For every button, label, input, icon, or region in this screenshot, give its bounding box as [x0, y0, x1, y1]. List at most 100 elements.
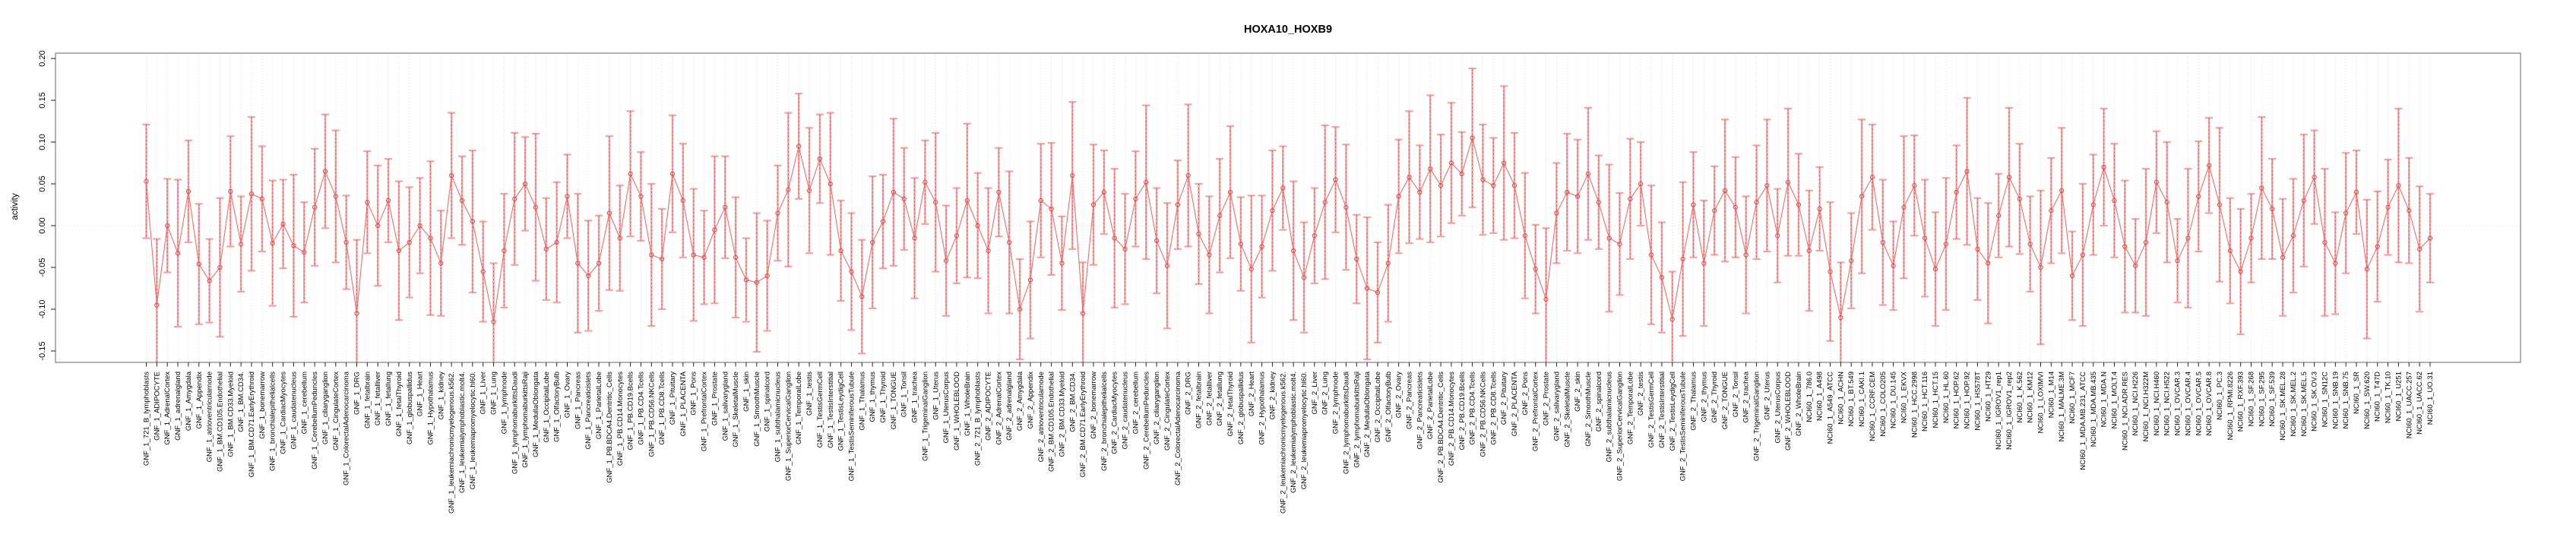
x-tick-label: GNF_1_PB.CD4.Tcells	[637, 372, 645, 445]
x-tick-label: GNF_2_PB.CD4.Tcells	[1469, 372, 1477, 445]
y-tick-label: 0.10	[38, 134, 47, 150]
x-tick-label: GNF_1_TestisInterstitial	[827, 372, 835, 448]
x-tick-label: GNF_1_fetalThyroid	[395, 372, 403, 437]
x-tick-label: GNF_1_fetallung	[385, 372, 393, 426]
x-tick-label: NCI60_1_NCI.H460	[2153, 372, 2161, 436]
x-tick-label: GNF_2_lymphomaburkittsDaudi	[1342, 372, 1350, 474]
x-tick-label: GNF_1_MedullaOblongata	[532, 371, 540, 457]
x-tick-label: GNF_1_cerebellum	[300, 372, 309, 434]
x-tick-label: GNF_1_Uterus	[932, 372, 940, 420]
x-tick-label: GNF_2_Pituitary	[1500, 372, 1508, 425]
x-tick-label: GNF_1_atrioventricularnode	[206, 372, 214, 462]
x-tick-label: GNF_2_cerebellum	[1131, 372, 1140, 434]
error-bars	[142, 68, 2434, 362]
x-tick-label: GNF_2_lymphomaburkittsRaji	[1353, 372, 1361, 468]
x-tick-label: GNF_2_PrefrontalCortex	[1532, 372, 1540, 451]
x-tick-label: GNF_2_adrenalgland	[1005, 372, 1014, 441]
x-tick-label: GNF_1_AdrenalCortex	[163, 372, 172, 445]
x-tick-label: GNF_2_Hypothalamus	[1258, 372, 1267, 445]
x-tick-label: GNF_1_PrefrontalCortex	[701, 372, 709, 451]
x-tick-label: GNF_1_TONGUE	[890, 372, 898, 429]
x-tick-label: GNF_2_BM.CD33.Myeloid	[1058, 372, 1066, 457]
x-tick-label: GNF_2_Appendix	[1027, 372, 1035, 429]
x-tick-label: GNF_1_fetalbrain	[363, 372, 372, 428]
y-tick-label: 0.00	[38, 217, 47, 233]
x-tick-label: NCI60_1_MDA.N	[2100, 372, 2109, 428]
plot-box	[55, 52, 2521, 363]
x-tick-label: NCI60_1_SK.MEL.2	[2290, 372, 2298, 437]
x-tick-label: NCI60_1_OVCAR.8	[2205, 372, 2214, 435]
x-tick-label: GNF_2_OlfactoryBulb	[1385, 372, 1393, 442]
x-tick-label: GNF_2_ParietalLobe	[1426, 372, 1435, 439]
x-tick-label: GNF_1_Liver	[479, 372, 488, 415]
x-tick-label: GNF_1_PB.CD8.Tcells	[658, 372, 666, 445]
x-tick-label: GNF_2_CardiacMyocytes	[1111, 372, 1119, 454]
x-tick-label: NCI60_1_ACHN	[1837, 372, 1845, 425]
x-tick-label: GNF_2_thymus	[1700, 372, 1708, 422]
x-tick-label: GNF_2_Liver	[1311, 372, 1319, 415]
x-tick-label: GNF_2_leukemiapromyelocytic.hl60.	[1300, 372, 1309, 489]
x-tick-label: GNF_2_Heart	[1248, 372, 1256, 416]
x-tick-label: NCI60_1_SF.539	[2268, 372, 2277, 426]
x-tick-label: GNF_1_TestisGermCell	[816, 372, 824, 447]
x-tick-label: NCI60_1_TK.10	[2385, 372, 2393, 423]
x-tick-label: GNF_2_721_B_lymphoblasts	[974, 372, 983, 466]
x-tick-label: NCI60_1_LOXIMVI	[2037, 372, 2046, 433]
x-tick-label: GNF_1_leukemiachronicmyelogenous.k562.	[448, 372, 456, 514]
x-tick-label: GNF_1_SmoothMuscle	[753, 372, 761, 447]
x-tick-label: GNF_2_PB.CD8.Tcells	[1489, 372, 1498, 445]
x-tick-label: GNF_2_Thyroid	[1710, 372, 1719, 423]
x-tick-label: GNF_1_CerebellumPeduncles	[311, 372, 319, 470]
x-tick-label: GNF_2_ciliaryganglion	[1153, 372, 1161, 444]
x-tick-label: GNF_2_WholeBrain	[1795, 372, 1803, 436]
x-tick-label: GNF_2_globuspallidus	[1237, 372, 1245, 444]
x-tick-label: NCI60_1_HT29	[1984, 372, 1992, 422]
x-tick-label: GNF_2_skin	[1574, 372, 1582, 412]
x-tick-label: GNF_1_TrigeminalGanglion	[921, 372, 929, 461]
x-tick-label: GNF_1_PLACENTA	[679, 371, 688, 436]
x-tick-label: NCI60_1_NCI.H322M	[2142, 372, 2150, 441]
x-tick-label: GNF_2_Amygdala	[1016, 371, 1024, 431]
x-tick-label: GNF_2_BM.CD105.Endothelial	[1048, 372, 1056, 472]
x-tick-label: GNF_1_leukemiapromyelocytic.hl60.	[469, 372, 477, 489]
x-tick-label: GNF_1_DRG	[353, 372, 362, 415]
x-tick-label: GNF_2_MedullaOblongata	[1363, 371, 1372, 457]
x-tick-label: NCI60_1_HOP.92	[1964, 372, 1972, 428]
gridlines	[55, 53, 2521, 362]
x-tick-label: NCI60_1_SN12C	[2321, 372, 2329, 428]
x-tick-label: GNF_1_Tonsil	[900, 372, 909, 417]
chart-title: HOXA10_HOXB9	[1243, 24, 1333, 36]
x-tick-label: GNF_2_PB.CD56.NKCells	[1479, 372, 1487, 457]
x-tick-label: GNF_2_ADIPOCYTE	[985, 372, 993, 441]
y-tick-label: -0.10	[38, 299, 47, 318]
x-tick-label: NCI60_1_MDA.MB.231_ATCC	[2079, 372, 2087, 470]
x-tick-label: GNF_1_Pancreas	[574, 372, 582, 429]
y-tick-label: -0.05	[38, 258, 47, 277]
x-tick-label: GNF_2_Ovary	[1395, 372, 1404, 418]
x-tick-label: GNF_2_subthalamicnucleus	[1606, 372, 1614, 463]
x-tick-label: GNF_1_Prostate	[710, 372, 719, 425]
x-tick-label: NCI60_1_HS578T	[1973, 372, 1982, 431]
x-tick-label: GNF_2_fetalliver	[1205, 372, 1214, 425]
x-tick-label: NCI60_1_SW.620	[2363, 372, 2372, 429]
x-tick-label: GNF_1_lymphomaburkittsDaudi	[511, 372, 519, 474]
x-tick-label: GNF_1_trachea	[911, 371, 919, 422]
x-tick-label: GNF_2_AdrenalCortex	[995, 372, 1003, 445]
x-tick-label: GNF_1_BM.CD33.Myeloid	[226, 372, 235, 457]
x-tick-label: GNF_2_BM.CD71.EarlyErythroid	[1079, 372, 1087, 477]
x-tick-label: NCI60_1_OVCAR.4	[2184, 372, 2192, 435]
x-tick-label: GNF_1_leukemialymphoblastic.molt4.	[458, 372, 467, 493]
x-tick-label: NCI60_1_SR	[2353, 372, 2361, 414]
x-tick-label: GNF_2_fetallung	[1216, 372, 1224, 426]
x-axis: GNF_1_721_B_lymphoblasts GNF_1_ADIPOCYTE G…	[143, 362, 2435, 514]
x-tick-label: GNF_2_PB.CD14.Monocytes	[1448, 372, 1456, 466]
x-tick-label: GNF_2_Pons	[1521, 372, 1530, 416]
x-tick-label: NCI60_1_UACC.257	[2405, 372, 2413, 438]
x-tick-label: GNF_2_bronchialepithelialcells	[1100, 372, 1109, 471]
x-tick-label: NCI60_1_UO.31	[2426, 372, 2435, 425]
x-tick-label: GNF_2_Lung	[1321, 372, 1330, 415]
x-tick-label: GNF_1_ciliaryganglion	[321, 372, 330, 444]
x-tick-label: NCI60_1_786.0	[1805, 372, 1814, 422]
